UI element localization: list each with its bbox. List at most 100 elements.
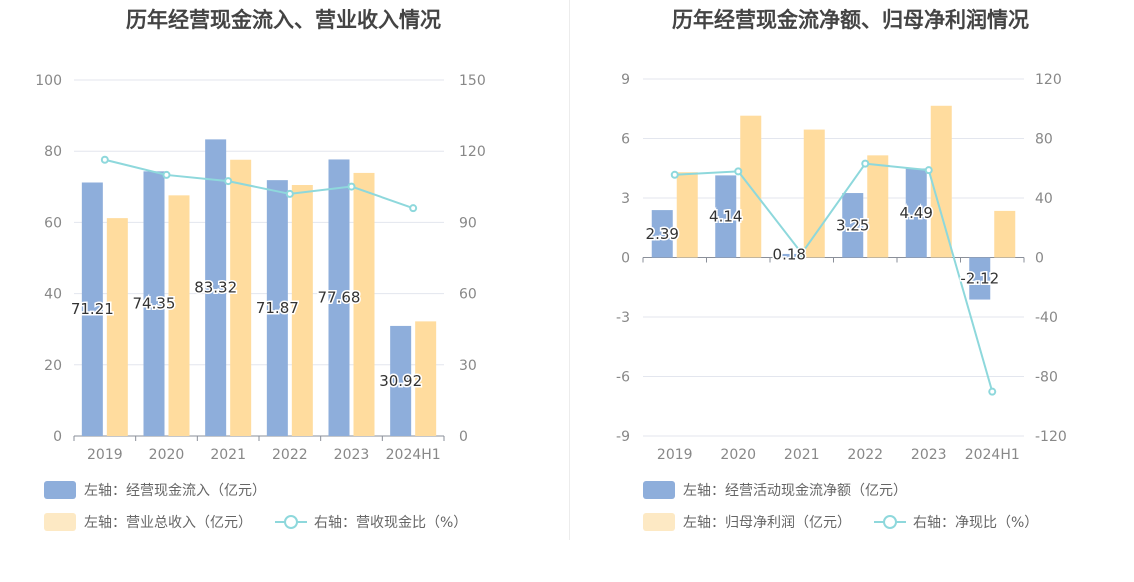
legend-label: 左轴：经营现金流入（亿元） [84, 483, 266, 499]
legend-label: 左轴：经营活动现金流净额（亿元） [683, 483, 907, 499]
y-tick-left: 0 [621, 251, 630, 267]
y-tick-right: -40 [1035, 310, 1058, 326]
left-chart-panel: 历年经营现金流入、营业收入情况 0 0 20 30 40 60 60 90 80 120 100 15… [35, 8, 489, 532]
bar-cash-inflow [143, 171, 165, 436]
y-tick-right: 90 [459, 215, 477, 231]
bar-net-operating-cash [715, 175, 737, 258]
line-point [162, 170, 171, 179]
line-point [409, 204, 418, 213]
bar-data-label: 4.14 [709, 207, 742, 225]
y-tick-right: 150 [459, 73, 486, 89]
x-tick-label: 2023 [911, 447, 947, 463]
x-tick-label: 2022 [272, 447, 308, 463]
legend-item-net-profit[interactable]: 左轴：归母净利润（亿元） [643, 512, 851, 532]
line-point [734, 167, 743, 176]
line-point [988, 387, 997, 396]
legend-row-2: 左轴：营业总收入（亿元） 右轴：营收现金比（%） [44, 512, 489, 532]
line-series [104, 158, 414, 210]
y-tick-left: 40 [44, 287, 62, 303]
bar-data-label: 2.39 [646, 225, 679, 243]
line-marker-icon [874, 515, 906, 529]
legend-swatch [44, 513, 76, 531]
y-tick-right: 120 [1035, 72, 1062, 88]
line-marker-icon [275, 515, 307, 529]
bar-data-label: 0.18 [773, 246, 806, 264]
y-tick-right: 30 [459, 358, 477, 374]
y-tick-left: 6 [621, 132, 630, 148]
bar-data-label: 71.87 [256, 299, 299, 317]
bar-net-profit [930, 105, 952, 258]
line-point [224, 177, 233, 186]
bar-revenue [415, 321, 437, 436]
bar-data-label: -2.12 [960, 270, 999, 288]
x-tick-label: 2019 [657, 447, 693, 463]
panel-divider [569, 0, 570, 540]
legend-item-net-operating-cash[interactable]: 左轴：经营活动现金流净额（亿元） [643, 480, 907, 500]
line-point [861, 159, 870, 168]
x-tick-label: 2021 [784, 447, 820, 463]
x-tick-label: 2023 [334, 447, 370, 463]
y-tick-left: 100 [35, 73, 62, 89]
legend-label: 右轴：营收现金比（%） [314, 515, 468, 531]
line-point [285, 189, 294, 198]
bar-cash-inflow [266, 180, 288, 436]
bar-cash-inflow [328, 159, 350, 436]
x-tick-label: 2019 [87, 447, 123, 463]
y-tick-right: 80 [1035, 132, 1053, 148]
x-tick-label: 2022 [847, 447, 883, 463]
y-tick-left: 60 [44, 215, 62, 231]
x-tick-label: 2024H1 [386, 447, 441, 463]
chart-plot-area: -9 -120 -6 -80 -3 -40 0 0 3 40 6 80 9 120 2.39 4.14 0.18… [616, 72, 1067, 463]
legend-item-revenue-cash-ratio[interactable]: 右轴：营收现金比（%） [274, 512, 467, 532]
y-tick-right: -120 [1035, 429, 1067, 445]
legend-item-cash-inflow[interactable]: 左轴：经营现金流入（亿元） [44, 480, 266, 500]
x-tick-label: 2020 [720, 447, 756, 463]
bar-cash-inflow [205, 139, 227, 436]
legend-swatch [643, 481, 675, 499]
legend-swatch [643, 513, 675, 531]
y-tick-left: 80 [44, 144, 62, 160]
bar-data-label: 71.21 [71, 300, 114, 318]
bar-net-operating-cash [905, 168, 927, 258]
x-tick-label: 2020 [149, 447, 185, 463]
y-tick-right: 0 [1035, 251, 1044, 267]
legend-label: 左轴：归母净利润（亿元） [683, 515, 851, 531]
y-tick-left: -3 [616, 310, 630, 326]
legend-row-1: 左轴：经营现金流入（亿元） [44, 480, 288, 500]
bar-data-label: 30.92 [379, 372, 422, 390]
bar-data-label: 3.25 [836, 216, 869, 234]
legend-label: 左轴：营业总收入（亿元） [84, 515, 252, 531]
right-chart-panel: 历年经营现金流净额、归母净利润情况 -9 -120 -6 -80 -3 -40 0 0 3 40 6… [567, 0, 1134, 582]
line-point [670, 170, 679, 179]
line-point [924, 166, 933, 175]
line-point [100, 155, 109, 164]
bar-net-operating-cash [842, 193, 864, 258]
bar-data-label: 83.32 [194, 279, 237, 297]
x-tick-label: 2024H1 [965, 447, 1020, 463]
bar-cash-inflow [81, 182, 103, 436]
line-series [674, 162, 994, 392]
bar-net-operating-cash [651, 210, 673, 258]
legend-item-revenue[interactable]: 左轴：营业总收入（亿元） [44, 512, 252, 532]
y-tick-right: 0 [459, 429, 468, 445]
bar-revenue [168, 195, 190, 436]
line-point [797, 249, 806, 258]
bar-net-operating-cash [969, 257, 991, 300]
y-tick-right: 40 [1035, 191, 1053, 207]
legend-row-2: 左轴：归母净利润（亿元） 右轴：净现比（%） [643, 512, 1060, 532]
bar-revenue [106, 218, 128, 436]
bar-net-operating-cash [778, 253, 800, 258]
y-tick-left: 20 [44, 358, 62, 374]
bar-data-label: 77.68 [318, 289, 361, 307]
bar-net-profit [867, 155, 889, 258]
y-tick-left: -9 [616, 429, 630, 445]
legend-item-net-cash-ratio[interactable]: 右轴：净现比（%） [873, 512, 1038, 532]
y-tick-left: 0 [53, 429, 62, 445]
bar-net-profit [676, 172, 698, 258]
line-point [347, 182, 356, 191]
legend-label: 右轴：净现比（%） [913, 515, 1039, 531]
bar-cash-inflow [390, 325, 412, 436]
legend-swatch [44, 481, 76, 499]
bar-revenue [353, 172, 375, 436]
y-tick-right: 120 [459, 144, 486, 160]
